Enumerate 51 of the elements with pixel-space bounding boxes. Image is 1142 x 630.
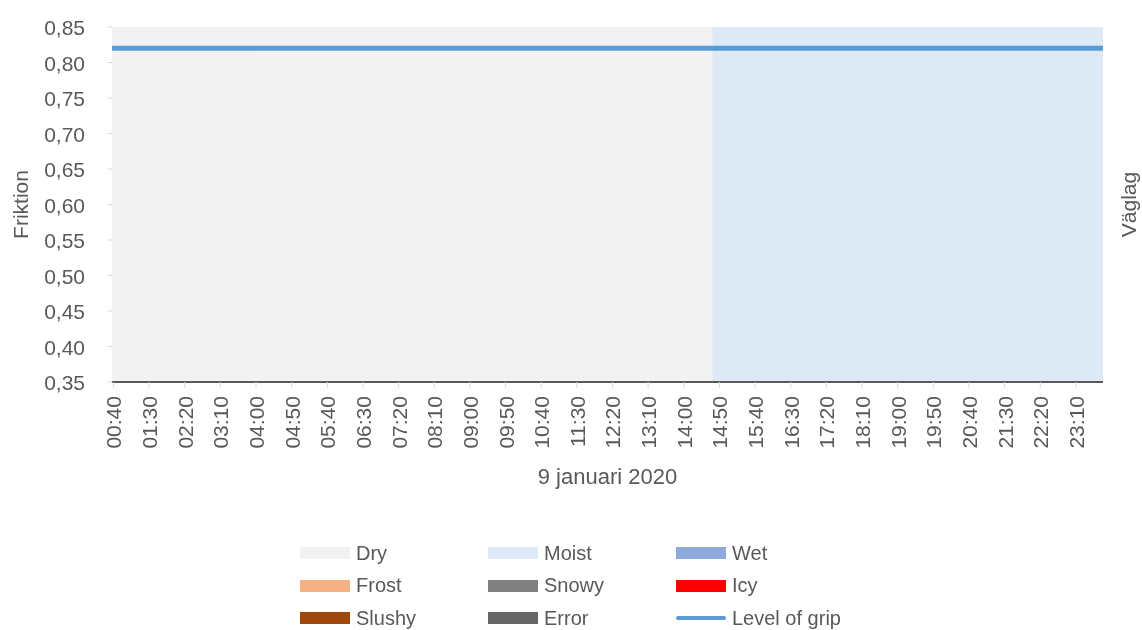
x-tick-label: 00:40 — [101, 396, 125, 449]
x-tick-label: 04:00 — [244, 396, 268, 449]
x-tick-label: 09:00 — [458, 396, 482, 449]
x-tick-label: 13:10 — [636, 396, 660, 449]
x-tick-label: 09:50 — [494, 396, 518, 449]
x-tick-label: 02:20 — [173, 396, 197, 449]
x-tick-label: 14:50 — [707, 396, 731, 449]
x-tick-label: 18:10 — [850, 396, 874, 449]
y-tick-label: 0,40 — [44, 335, 85, 358]
legend-label: Icy — [732, 574, 758, 598]
y-tick-label: 0,70 — [44, 122, 85, 145]
legend-label: Dry — [356, 541, 388, 565]
x-tick-label: 11:30 — [565, 396, 589, 447]
y-tick-label: 0,55 — [44, 228, 85, 252]
legend-label: Wet — [732, 541, 768, 565]
x-tick-label: 04:50 — [280, 396, 304, 449]
y-tick-label: 0,60 — [44, 193, 85, 216]
x-tick-label: 19:00 — [886, 396, 910, 449]
y-tick-label: 0,75 — [44, 86, 85, 110]
y-tick-label: 0,50 — [44, 264, 85, 287]
y-tick-label: 0,80 — [44, 51, 85, 74]
legend-label: Slushy — [356, 606, 417, 630]
y-tick-label: 0,65 — [44, 157, 85, 181]
x-tick-label: 10:40 — [529, 396, 553, 449]
x-tick-label: 12:20 — [600, 396, 624, 449]
x-tick-label: 23:10 — [1064, 396, 1088, 449]
x-tick-label: 05:40 — [315, 396, 339, 449]
legend-label: Level of grip — [732, 606, 841, 630]
legend-label: Moist — [544, 541, 592, 565]
x-tick-label: 19:50 — [921, 396, 945, 449]
x-tick-label: 03:10 — [208, 396, 232, 449]
x-tick-label: 21:30 — [993, 396, 1017, 449]
x-tick-label: 06:30 — [351, 396, 375, 449]
legend-label: Error — [544, 606, 589, 630]
x-tick-label: 20:40 — [957, 396, 981, 449]
x-tick-label: 17:20 — [814, 396, 838, 449]
legend-label: Frost — [356, 574, 402, 598]
legend-label: Snowy — [544, 574, 605, 598]
x-axis-title: 9 januari 2020 — [537, 464, 678, 489]
x-tick-label: 15:40 — [743, 396, 767, 449]
x-tick-label: 08:10 — [422, 396, 446, 449]
x-tick-label: 07:20 — [387, 396, 411, 449]
y2-axis-title: Väglag — [1116, 171, 1140, 238]
y-tick-label: 0,35 — [44, 370, 85, 394]
x-tick-label: 14:00 — [672, 396, 696, 449]
x-tick-label: 22:20 — [1028, 396, 1052, 449]
x-tick-label: 16:30 — [779, 396, 803, 449]
x-tick-label: 01:30 — [137, 396, 161, 449]
y-axis-title: Friktion — [8, 170, 32, 239]
y-tick-label: 0,85 — [44, 15, 85, 39]
y-tick-label: 0,45 — [44, 299, 85, 323]
